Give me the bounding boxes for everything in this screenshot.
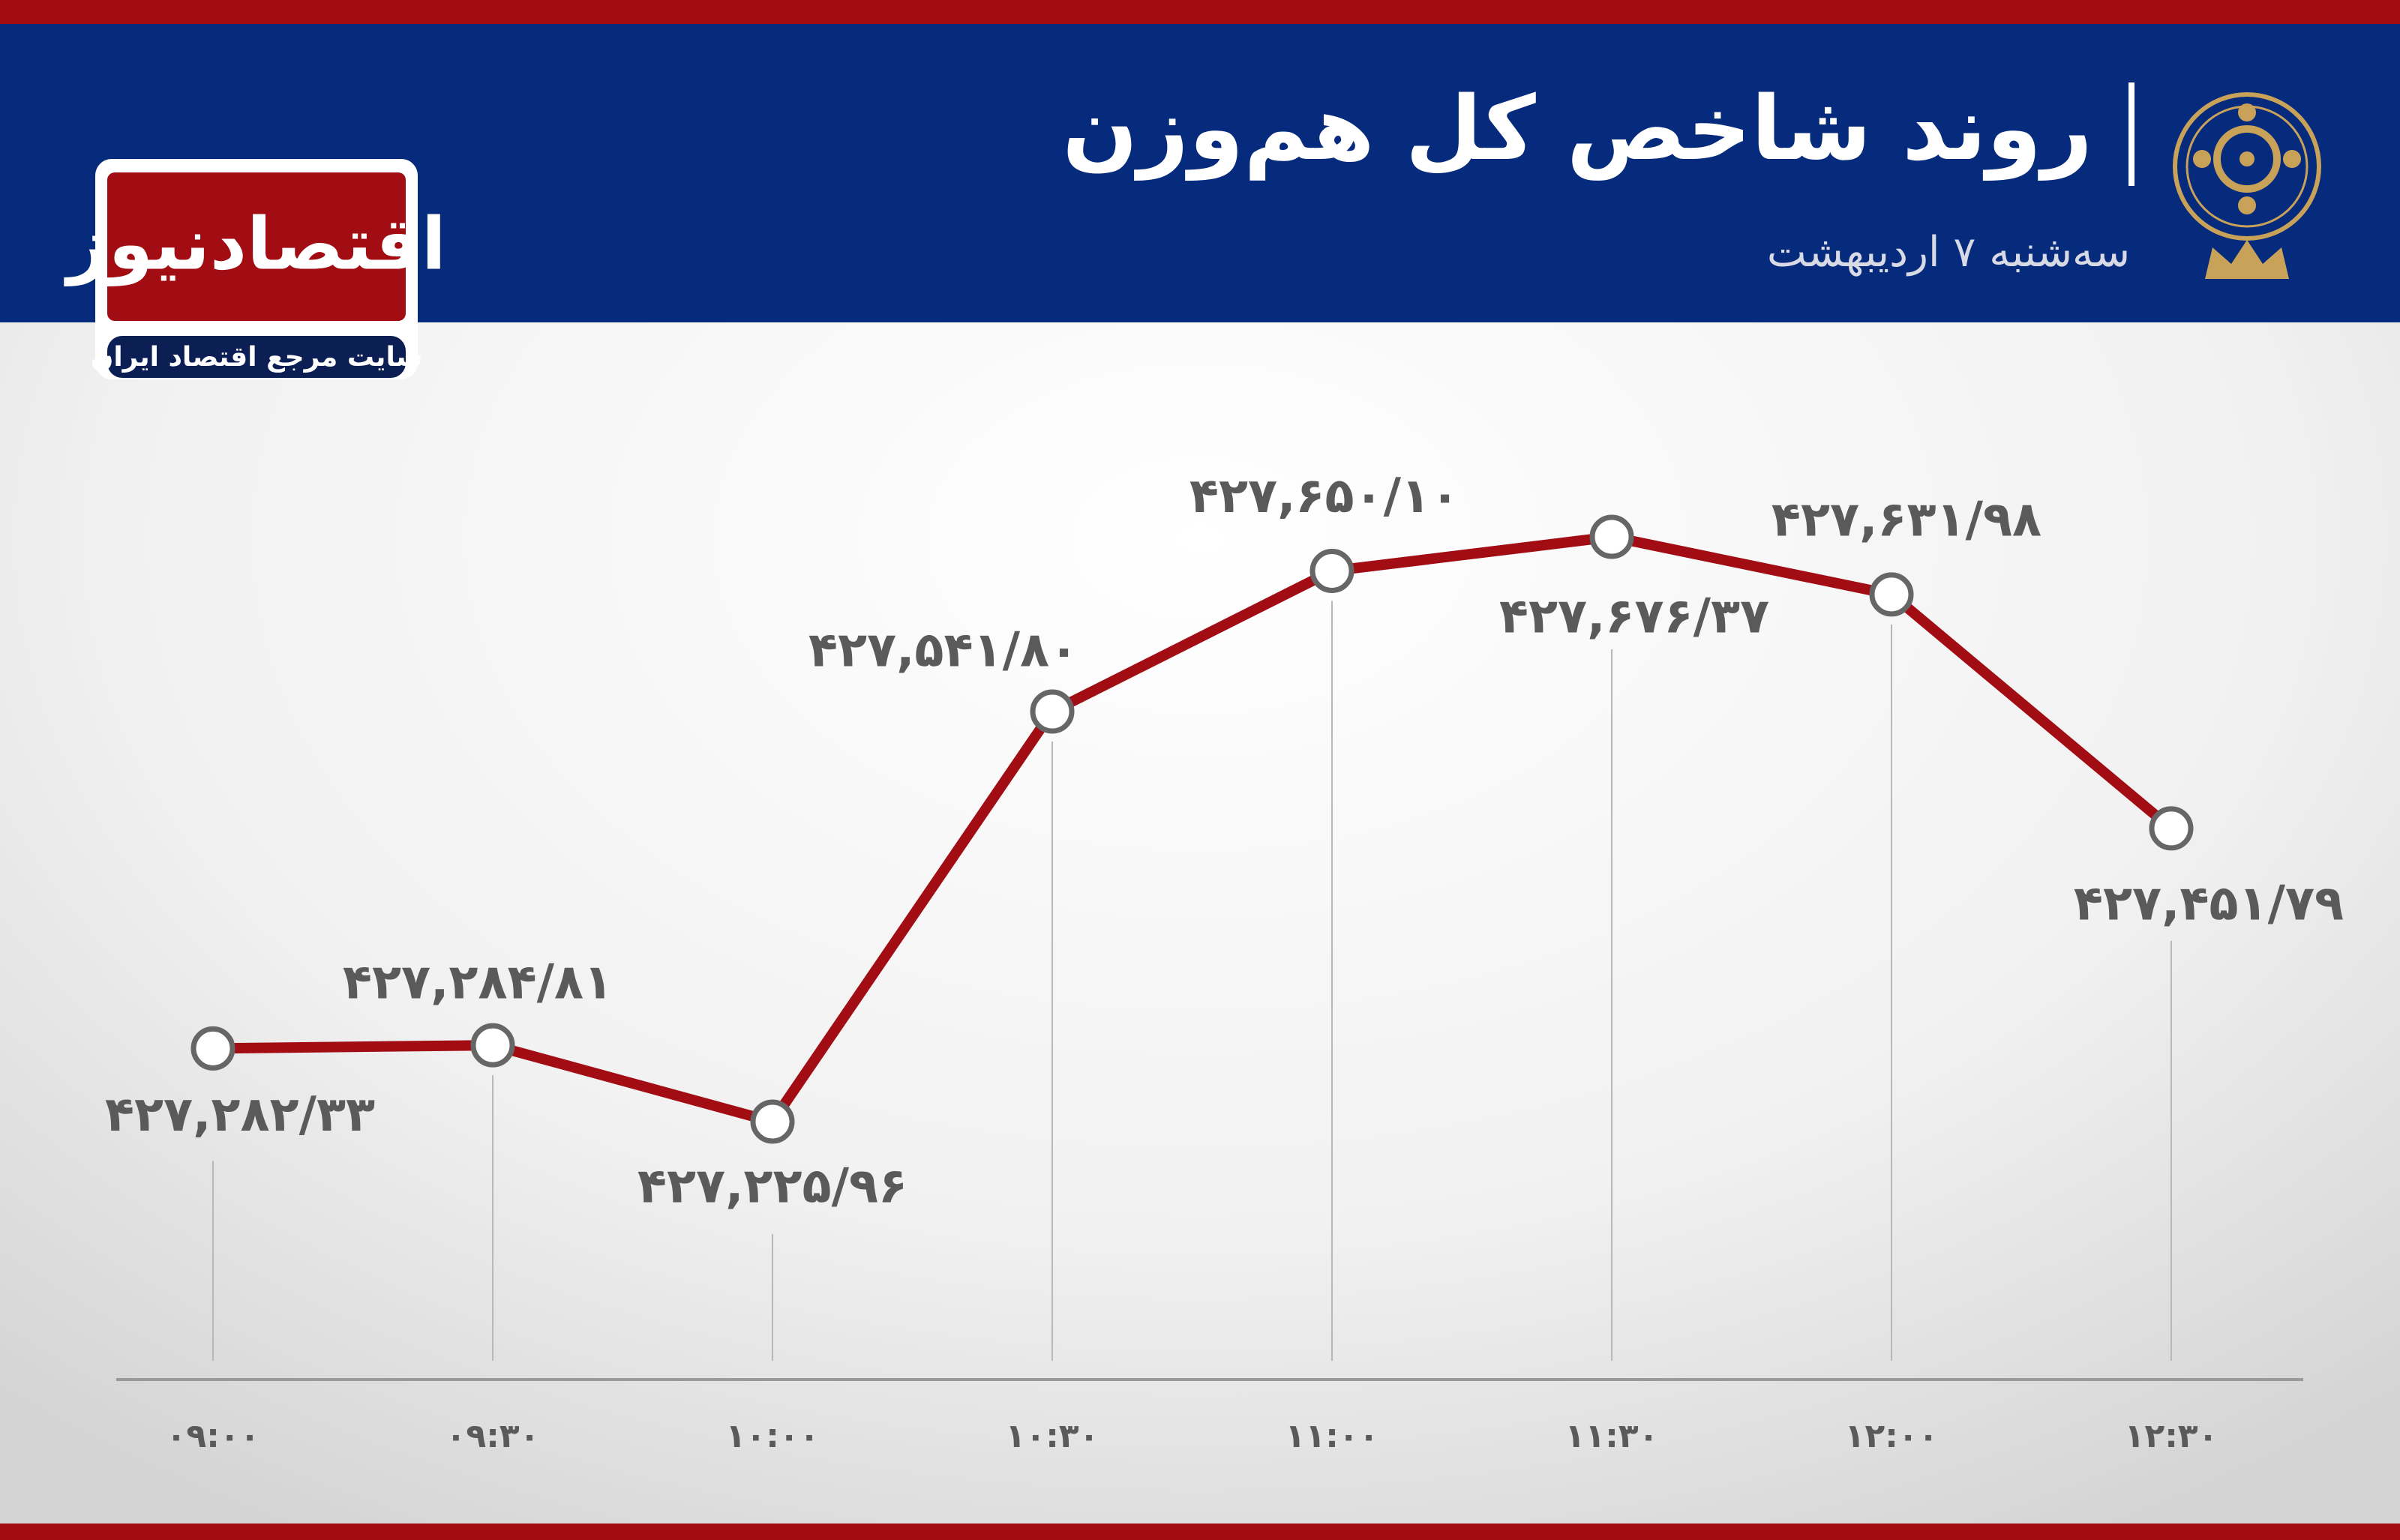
x-tick-label: ۱۲:۰۰ (1844, 1417, 1938, 1455)
data-point (190, 1026, 236, 1071)
data-label: ۴۲۷,۲۸۲/۳۳ (105, 1087, 375, 1143)
title-separator (2128, 82, 2134, 186)
data-label: ۴۲۷,۶۳۱/۹۸ (1772, 492, 2042, 547)
data-point (1869, 572, 1914, 617)
x-tick-label: ۰۹:۰۰ (166, 1417, 260, 1455)
logo-tagline-box (107, 336, 406, 378)
data-point (2149, 806, 2194, 851)
data-point (1030, 689, 1075, 734)
x-tick-label: ۱۰:۰۰ (725, 1417, 819, 1455)
x-tick-label: ۱۰:۳۰ (1005, 1417, 1099, 1455)
data-label: ۴۲۷,۶۵۰/۱۰ (1190, 469, 1460, 524)
data-point (1310, 548, 1354, 593)
data-label: ۴۲۷,۲۲۵/۹۶ (638, 1159, 908, 1215)
x-tick-label: ۱۱:۳۰ (1564, 1417, 1658, 1455)
data-label: ۴۲۷,۴۵۱/۷۹ (2074, 876, 2344, 931)
logo: اقتصادنیوز سایت مرجع اقتصاد ایران (64, 159, 446, 379)
data-point (1589, 514, 1634, 559)
emblem (2173, 92, 2321, 279)
series-line (212, 532, 2175, 1127)
x-tick-label: ۱۱:۰۰ (1285, 1417, 1378, 1455)
data-point (470, 1023, 515, 1068)
logo-mark (107, 172, 406, 321)
x-tick-label: ۱۲:۳۰ (2124, 1417, 2218, 1455)
data-point (750, 1099, 795, 1144)
logo-tagline: سایت مرجع اقتصاد ایران (91, 342, 423, 373)
top-stripe (0, 0, 2400, 24)
chart-subtitle: سه‌شنبه ۷ اردیبهشت (1767, 228, 2130, 277)
bottom-stripe (0, 1524, 2400, 1540)
data-label: ۴۲۷,۵۴۱/۸۰ (808, 623, 1078, 679)
data-label: ۴۲۷,۲۸۴/۸۱ (343, 955, 613, 1011)
data-label: ۴۲۷,۶۷۶/۳۷ (1499, 589, 1769, 645)
chart-title: روند شاخص کل هم‌وزن (1062, 76, 2092, 181)
logo-name: اقتصادنیوز (64, 202, 446, 286)
x-tick-label: ۰۹:۳۰ (446, 1417, 539, 1455)
